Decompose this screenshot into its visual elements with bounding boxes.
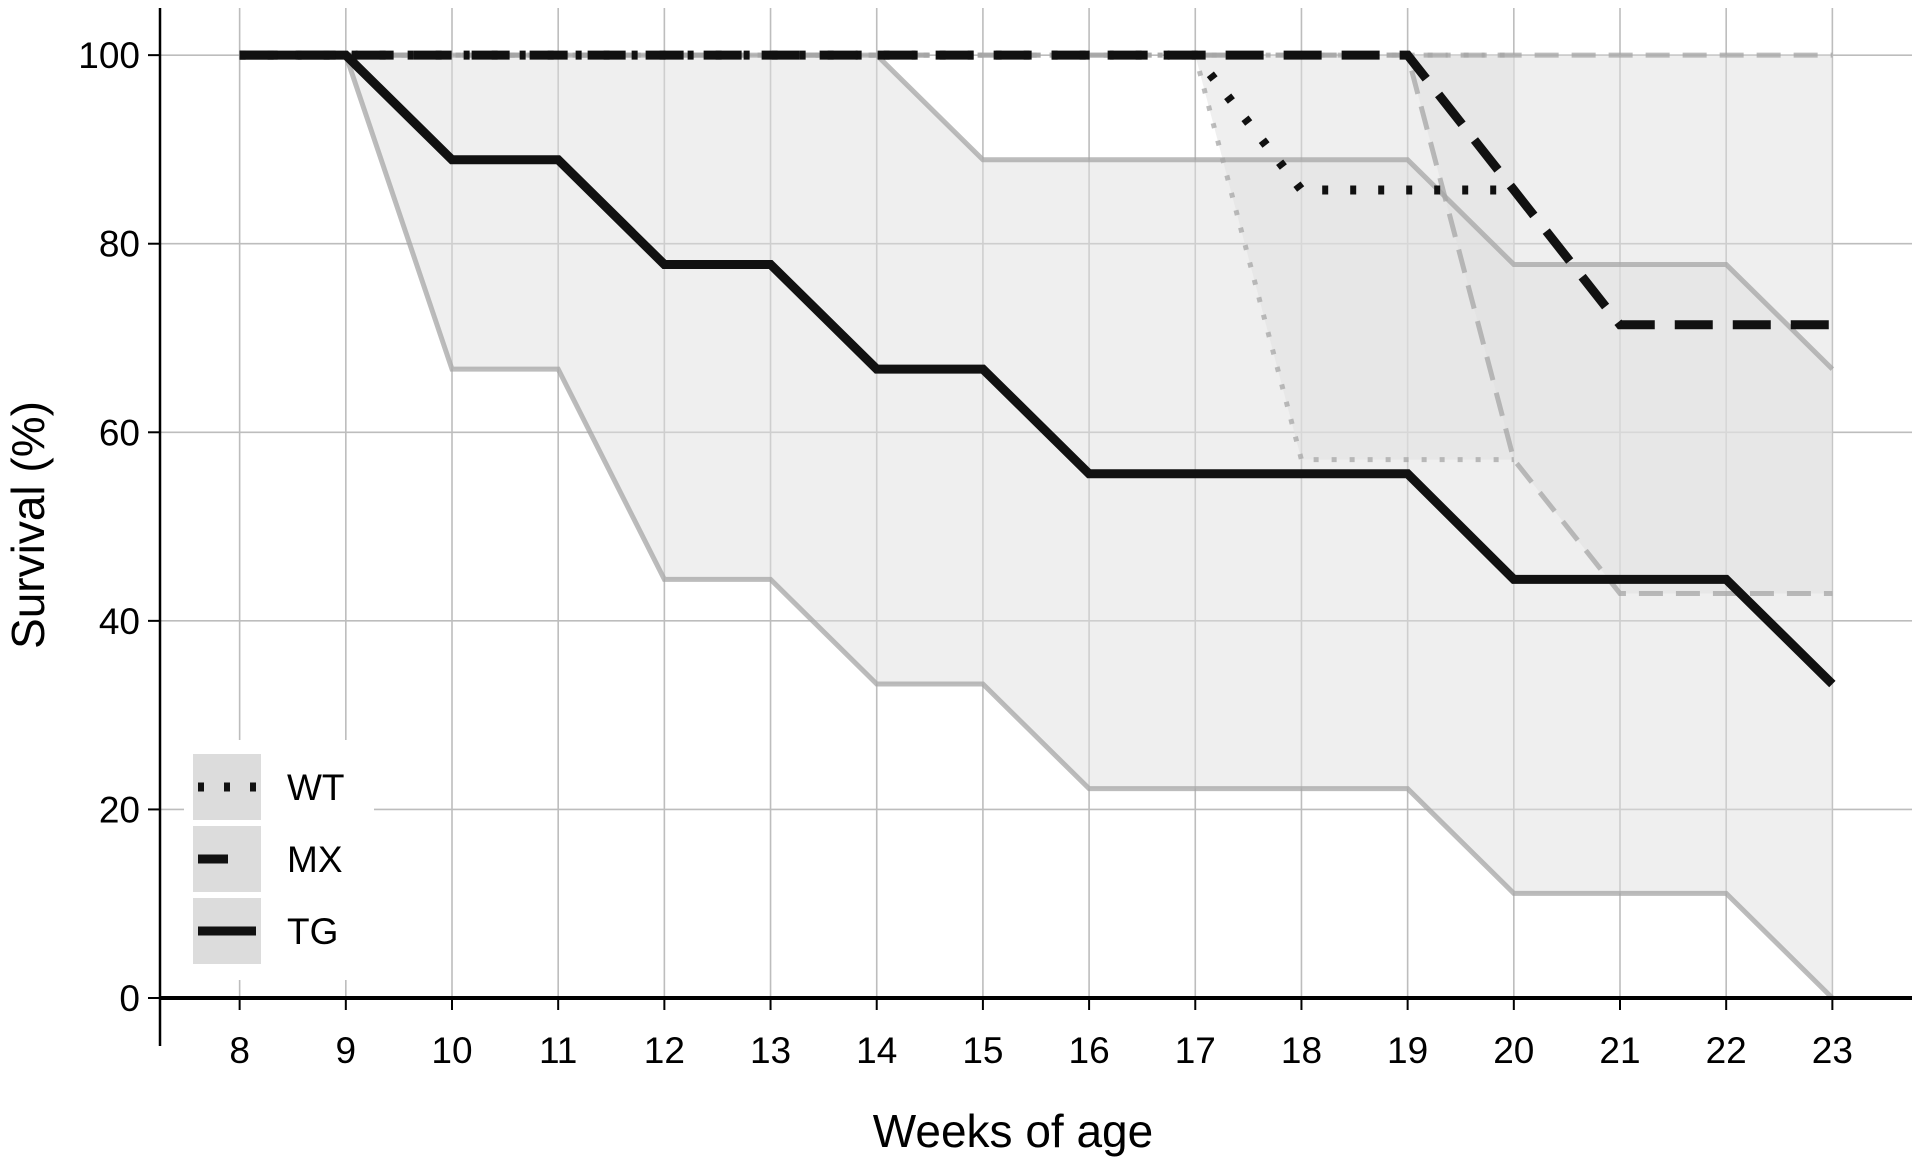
x-tick-label: 21 <box>1599 1030 1640 1071</box>
x-tick-label: 16 <box>1069 1030 1110 1071</box>
x-tick-label: 8 <box>229 1030 250 1071</box>
x-tick-label: 14 <box>856 1030 897 1071</box>
x-tick-label: 9 <box>336 1030 357 1071</box>
y-tick-label: 80 <box>99 224 140 265</box>
confidence-bands <box>239 52 1835 1000</box>
y-tick-label: 40 <box>99 601 140 642</box>
series-lines <box>239 50 1836 688</box>
legend-label-tg: TG <box>287 911 338 952</box>
y-tick-label: 20 <box>99 789 140 830</box>
survival-line-mx <box>239 50 1833 330</box>
band-lower-limit-tg <box>239 52 1835 1000</box>
x-tick-label: 18 <box>1281 1030 1322 1071</box>
x-tick-label: 17 <box>1175 1030 1216 1071</box>
legend: WT MX TG <box>184 740 374 980</box>
y-tick-label: 100 <box>78 35 140 76</box>
x-tick-label: 19 <box>1387 1030 1428 1071</box>
axes: 8 9 10 11 12 13 14 15 16 17 18 19 20 21 22 23 0 20 40 60 80 1… <box>78 8 1912 1071</box>
x-tick-label: 23 <box>1812 1030 1853 1071</box>
x-tick-label: 10 <box>431 1030 472 1071</box>
x-tick-label: 20 <box>1493 1030 1534 1071</box>
confidence-band-wt <box>239 55 1514 460</box>
legend-label-wt: WT <box>287 767 345 808</box>
x-tick-label: 22 <box>1706 1030 1747 1071</box>
y-tick-label: 0 <box>119 978 140 1019</box>
confidence-band-mx <box>239 55 1833 594</box>
x-tick-label: 13 <box>750 1030 791 1071</box>
survival-line-tg <box>239 50 1836 688</box>
x-tick-label: 12 <box>644 1030 685 1071</box>
x-tick-label: 15 <box>962 1030 1003 1071</box>
x-tick-label: 11 <box>539 1030 577 1071</box>
y-axis-title: Survival (%) <box>2 401 54 649</box>
legend-label-mx: MX <box>287 839 343 880</box>
y-tick-label: 60 <box>99 412 140 453</box>
x-axis-title: Weeks of age <box>873 1105 1153 1157</box>
